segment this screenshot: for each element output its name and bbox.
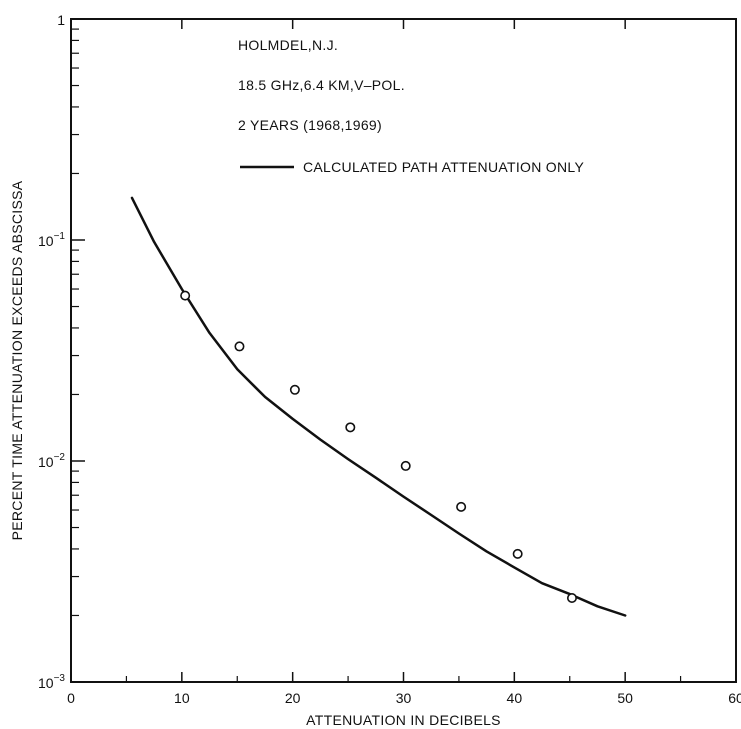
x-tick-label: 30 [396, 690, 412, 706]
y-tick-label: 10−2 [38, 452, 65, 470]
y-tick-exponent: −3 [54, 673, 66, 684]
y-tick-label: 1 [57, 12, 65, 28]
x-tick-label: 50 [617, 690, 633, 706]
y-tick-base: 10 [38, 454, 54, 470]
x-axis-label: ATTENUATION IN DECIBELS [306, 712, 501, 728]
data-point-marker [180, 290, 191, 301]
series [130, 196, 627, 617]
data-point-marker [566, 592, 577, 603]
y-tick-base: 10 [38, 233, 54, 249]
y-axis-label: PERCENT TIME ATTENUATION EXCEEDS ABSCISS… [9, 180, 25, 540]
series-line-calculated [130, 196, 627, 617]
data-point-marker [512, 548, 523, 559]
x-tick-label: 10 [174, 690, 190, 706]
data-point-marker [456, 501, 467, 512]
data-point-marker [400, 460, 411, 471]
data-point-marker [345, 422, 356, 433]
plot-frame [70, 18, 737, 683]
annotation-text: HOLMDEL,N.J. [238, 37, 338, 53]
y-tick-exponent: −1 [54, 231, 66, 242]
axes [70, 18, 737, 683]
x-tick-label: 0 [67, 690, 75, 706]
y-tick-base: 10 [38, 675, 54, 691]
ticks [70, 18, 737, 683]
x-tick-label: 20 [285, 690, 301, 706]
data-point-marker [289, 384, 300, 395]
annotation-text: 18.5 GHz,6.4 KM,V–POL. [238, 77, 405, 93]
x-tick-label: 40 [507, 690, 523, 706]
y-tick-label: 10−1 [38, 231, 65, 249]
x-tick-label: 60 [728, 690, 741, 706]
y-tick-exponent: −2 [54, 452, 66, 463]
y-tick-label: 10−3 [38, 673, 65, 691]
legend-label: CALCULATED PATH ATTENUATION ONLY [303, 159, 584, 175]
data-point-marker [234, 341, 245, 352]
annotation-text: 2 YEARS (1968,1969) [238, 117, 382, 133]
y-tick-base: 1 [57, 12, 65, 28]
